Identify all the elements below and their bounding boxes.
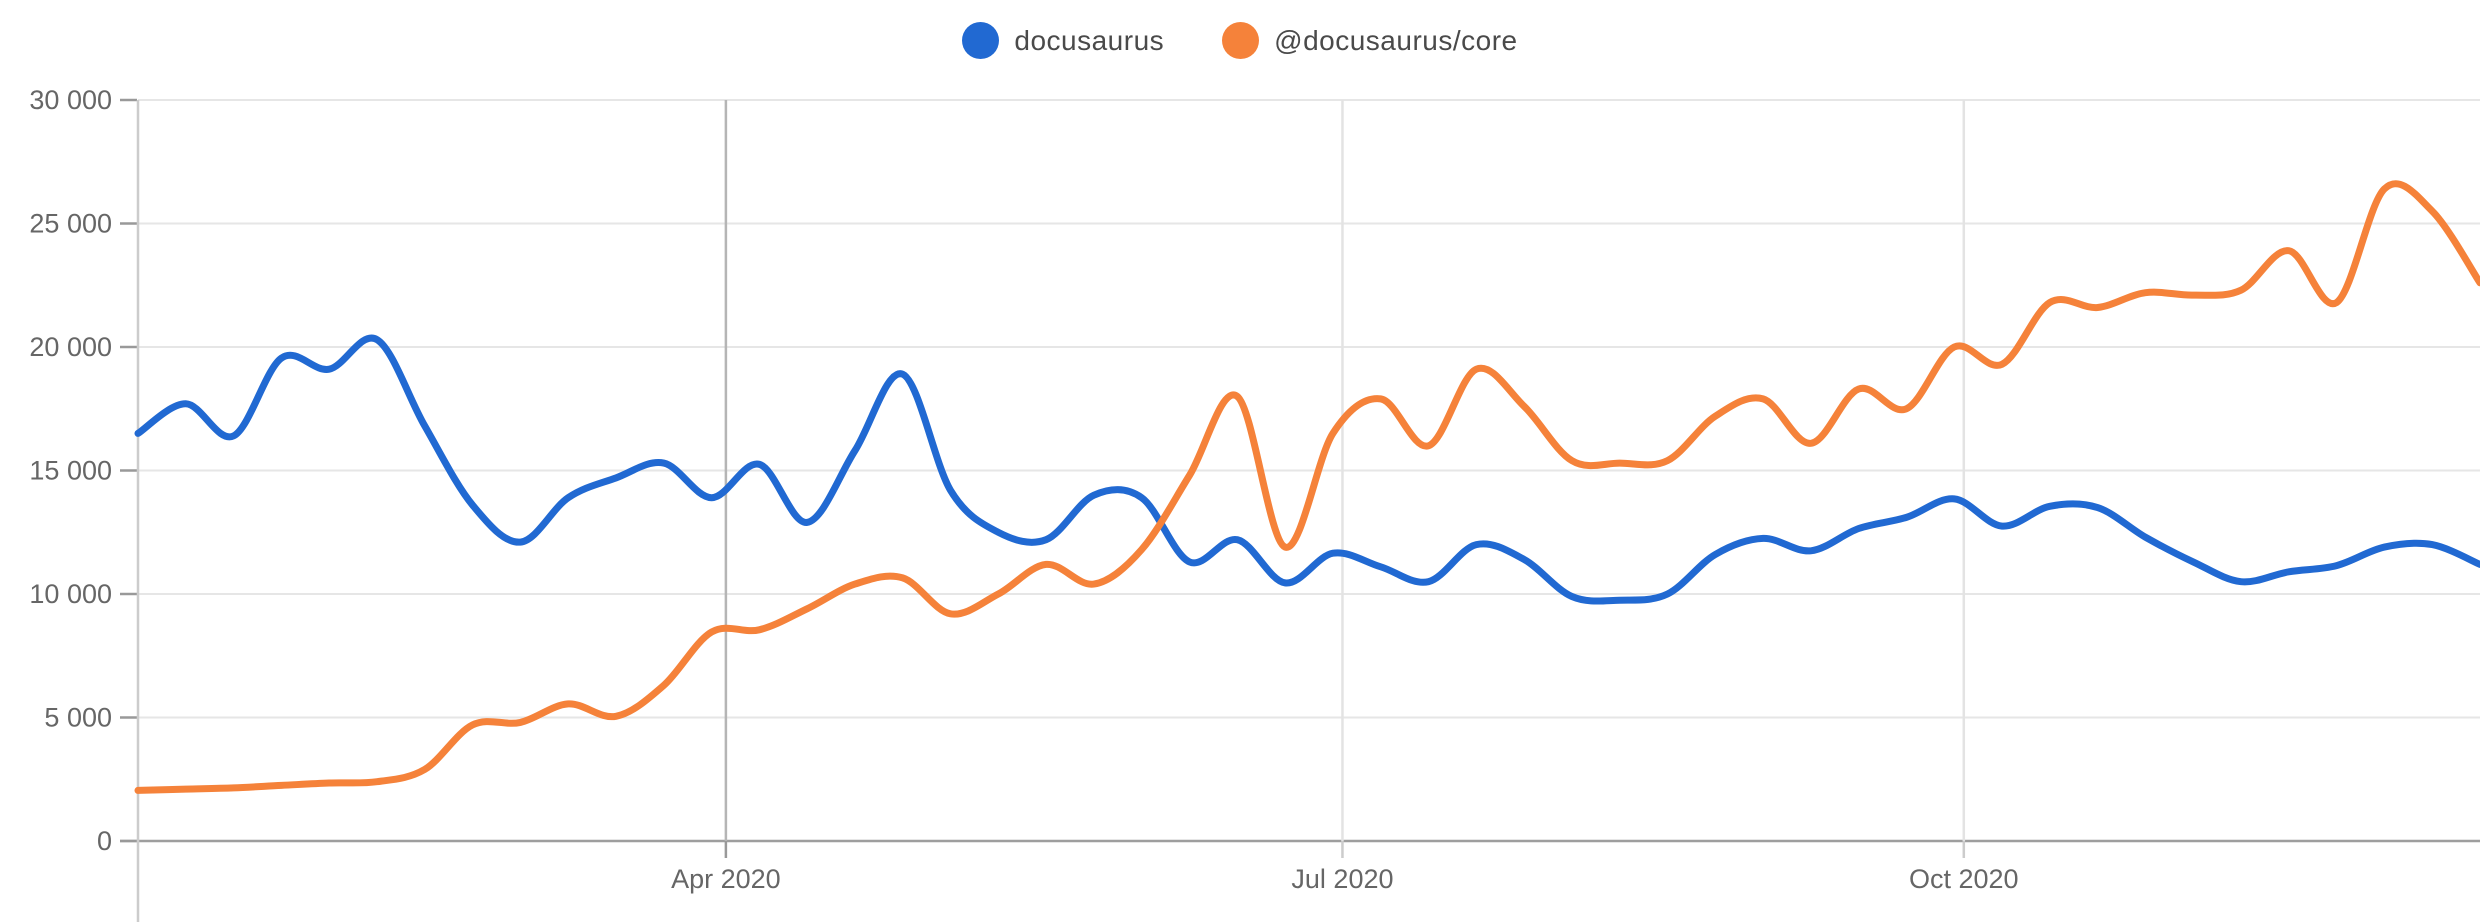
y-tick-label: 5 000 (44, 703, 112, 733)
y-tick-label: 0 (97, 826, 112, 856)
x-tick-label: Apr 2020 (671, 864, 781, 894)
legend-swatch-orange-icon (1222, 22, 1260, 59)
legend-item-docusaurus-core[interactable]: @docusaurus/core (1222, 22, 1517, 59)
y-tick-label: 10 000 (29, 579, 112, 609)
series-line-docusaurus (134, 334, 2480, 605)
y-tick-label: 20 000 (29, 332, 112, 362)
legend-item-docusaurus[interactable]: docusaurus (962, 22, 1164, 59)
y-tick-label: 30 000 (29, 85, 112, 115)
y-tick-label: 15 000 (29, 456, 112, 486)
series-line-docusaurus-core (134, 180, 2480, 794)
legend-swatch-blue-icon (962, 22, 1000, 59)
x-tick-label: Oct 2020 (1909, 864, 2019, 894)
x-tick-label: Jul 2020 (1291, 864, 1393, 894)
legend-label-docusaurus: docusaurus (1014, 24, 1165, 56)
y-tick-label: 25 000 (29, 209, 112, 239)
legend-label-docusaurus-core: @docusaurus/core (1274, 24, 1518, 56)
chart-legend: docusaurus @docusaurus/core (0, 22, 2480, 59)
